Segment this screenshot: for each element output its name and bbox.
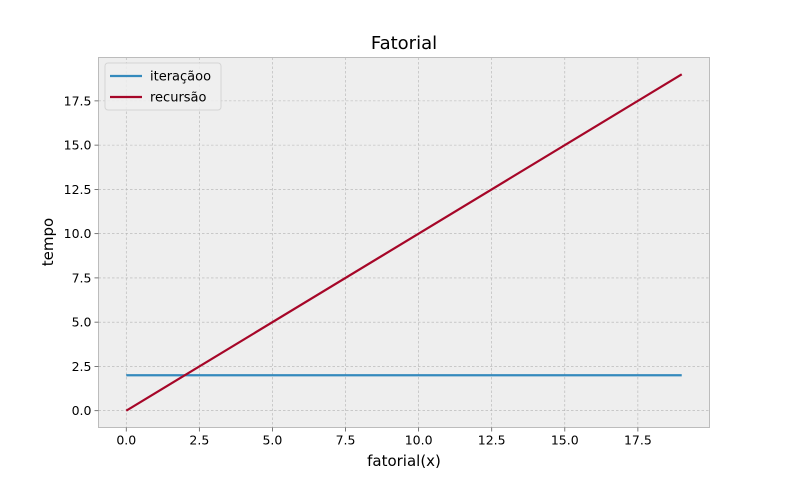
x-tick-label: 15.0 xyxy=(551,433,579,448)
y-tick-label: 7.5 xyxy=(72,270,92,285)
y-tick-label: 12.5 xyxy=(64,182,92,197)
y-tick-label: 17.5 xyxy=(64,93,92,108)
legend: iteraçãoo recursão xyxy=(104,62,222,111)
x-tick-label: 10.0 xyxy=(405,433,433,448)
y-tick-label: 10.0 xyxy=(64,226,92,241)
x-axis-ticks: 0.0 2.5 5.0 7.5 10.0 12.5 15.0 17.5 xyxy=(116,427,652,448)
chart-title: Fatorial xyxy=(371,33,437,54)
x-tick-label: 0.0 xyxy=(116,433,136,448)
y-tick-label: 15.0 xyxy=(64,138,92,153)
y-tick-label: 5.0 xyxy=(72,315,92,330)
y-tick-label: 2.5 xyxy=(72,359,92,374)
x-tick-label: 7.5 xyxy=(336,433,356,448)
legend-label-iteracao: iteraçãoo xyxy=(150,70,211,85)
plot-border xyxy=(98,57,710,428)
y-axis-label: tempo xyxy=(39,218,57,266)
legend-label-recursao: recursão xyxy=(150,91,207,106)
x-tick-label: 12.5 xyxy=(478,433,506,448)
x-tick-label: 2.5 xyxy=(189,433,209,448)
grid xyxy=(98,57,710,428)
y-tick-label: 0.0 xyxy=(72,403,92,418)
series-line-recursao xyxy=(125,73,683,412)
x-tick-label: 5.0 xyxy=(262,433,282,448)
legend-box xyxy=(104,62,222,111)
series-layer xyxy=(125,73,683,412)
x-axis-label: fatorial(x) xyxy=(367,452,441,470)
x-tick-label: 17.5 xyxy=(624,433,652,448)
y-axis-ticks: 0.0 2.5 5.0 7.5 10.0 12.5 15.0 17.5 xyxy=(64,93,99,418)
